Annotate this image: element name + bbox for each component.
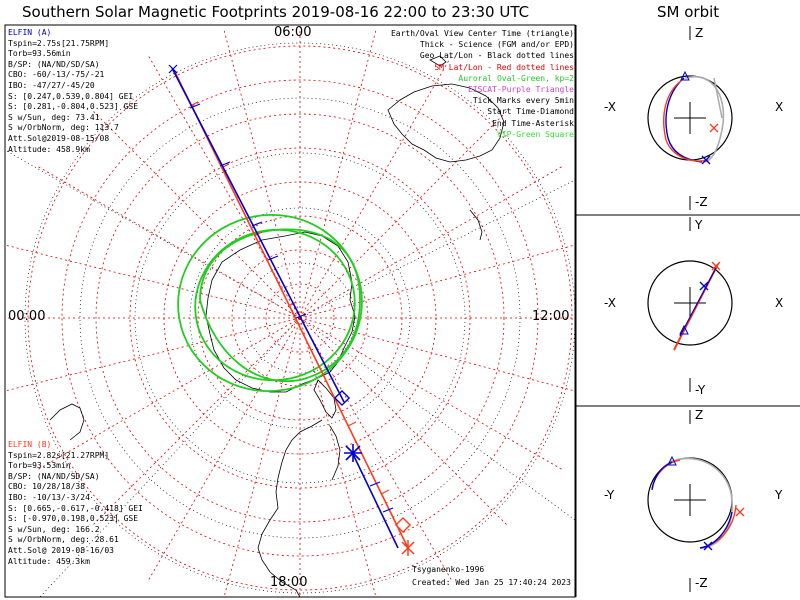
elfin-b-line: S w/Sun, deg: 166.2	[8, 524, 100, 534]
sm-lat-lon-grid	[4, 25, 576, 598]
south-america-coast	[257, 419, 323, 598]
elfin-b-line: Tspin=2.82s[21.27RPM]	[8, 450, 110, 460]
elfin-a-name: ELFIN (A)	[8, 28, 52, 37]
orbit-panel-xy	[647, 217, 733, 392]
island-1	[429, 55, 447, 67]
elfin-a-line: S w/Sun, deg: 73.41	[8, 112, 100, 122]
elfin-b-line: B/SP: (NA/ND/SD/SA)	[8, 471, 100, 481]
auroral-oval	[177, 213, 363, 393]
orbit-1-top-label: Z	[695, 26, 704, 40]
elfin-a-end-asterisk	[344, 444, 362, 462]
footer-created: Created: Wed Jan 25 17:40:24 2023	[412, 578, 571, 587]
elfin-a-line: S w/OrbNorm, deg: 113.7	[8, 123, 119, 133]
new-zealand	[469, 209, 483, 241]
elfin-a-start-asterisk	[168, 64, 178, 74]
auroral-oval-inner	[194, 228, 356, 382]
elfin-b-track	[173, 69, 415, 556]
hour-label-bottom: 18:00	[270, 575, 308, 590]
elfin-a-track	[168, 64, 399, 549]
legend-sm-grid: SM Lat/Lon - Red dotted lines	[434, 62, 574, 72]
elfin-a-line: Altitude: 458.9km	[8, 144, 90, 154]
legend-vip: VIP-Green Square	[496, 129, 574, 139]
elfin-a-line: S: [0.247,0.539,0.804] GEI	[8, 91, 134, 101]
orbit-1-bottom-label: -Z	[695, 195, 708, 209]
orbit-2-bottom-label: -Y	[695, 383, 706, 397]
hour-label-top: 06:00	[274, 25, 312, 40]
elfin-a-line: B/SP: (NA/ND/SD/SA)	[8, 59, 100, 69]
page-title: Southern Solar Magnetic Footprints 2019-…	[22, 3, 530, 21]
orbit-3-left-label: -Y	[604, 488, 615, 502]
elfin-a-start-diamond	[333, 389, 351, 407]
footer-credit: Tsyganenko-1996	[412, 565, 485, 574]
australia-coast	[387, 83, 505, 163]
antarctic-peninsula	[313, 379, 337, 419]
elfin-b-name: ELFIN (B)	[8, 440, 52, 449]
elfin-b-line: Altitude: 459.3km	[8, 556, 90, 566]
auroral-oval-kp-band	[199, 228, 361, 383]
africa-coast	[49, 403, 85, 441]
orbit-panel-yz	[647, 410, 745, 592]
elfin-a-line: S: [0.281,-0.804,0.523] GSE	[8, 102, 139, 112]
elfin-a-line: CBO: -60/-13/-75/-21	[8, 70, 105, 80]
orbit-3-top-label: Z	[695, 408, 704, 422]
legend-tick-marks: Tick Marks every 5min	[472, 96, 574, 106]
elfin-a-info: ELFIN (A) Tspin=2.75s[21.75RPM] Torb=93.…	[8, 28, 138, 155]
legend-geo-grid: Geo Lat/Lon - Black dotted lines	[419, 51, 574, 61]
orbit-a-xy	[679, 267, 717, 337]
orbit-2-left-label: -X	[604, 296, 616, 310]
orbit-3-bottom-label: -Z	[695, 576, 708, 590]
elfin-a-line: IBO: -47/27/-45/20	[8, 80, 95, 90]
orbit-1-right-label: X	[775, 100, 784, 114]
elfin-b-line: Torb=93.53min	[8, 461, 71, 471]
orbit-panel-xz	[647, 26, 733, 210]
elfin-b-line: S: [0.665,-0.617,-0.418] GEI	[8, 503, 143, 513]
orbit-a-xz	[665, 77, 703, 163]
elfin-a-line-2	[351, 451, 399, 549]
elfin-b-line: Att.Sol@ 2019-08-16/03	[8, 545, 114, 555]
legend-science: Thick - Science (FGM and/or EPD)	[419, 40, 574, 50]
orbit-3-right-label: Y	[775, 488, 783, 502]
orbit-a-yz	[651, 461, 733, 549]
orbit-b-yz	[651, 459, 737, 549]
elfin-a-ticks	[189, 103, 394, 513]
elfin-b-line: CBO: 10/28/18/38	[8, 482, 86, 492]
elfin-b-start-diamond	[394, 516, 412, 534]
orbit-1-left-label: -X	[604, 100, 616, 114]
auroral-oval-outer	[177, 213, 363, 393]
legend-auroral-oval: Auroral Oval-Green, kp=2	[458, 73, 574, 83]
hour-label-left: 00:00	[8, 309, 46, 324]
south-america-coast-2	[329, 425, 341, 481]
elfin-a-line: Tspin=2.75s[21.75RPM]	[8, 38, 110, 48]
elfin-b-line: IBO: -10/13/-3/24	[8, 492, 90, 502]
elfin-b-line: S: [-0.970,0.198,0.523] GSE	[8, 514, 139, 524]
orbit-2-right-label: X	[775, 296, 784, 310]
hour-label-right: 12:00	[532, 309, 570, 324]
legend-start-time: Start Time-Diamond	[487, 107, 574, 117]
legend-eiscat: EISCAT-Purple Triangle	[468, 85, 574, 95]
elfin-b-info: ELFIN (B) Tspin=2.82s[21.27RPM] Torb=93.…	[8, 440, 143, 567]
elfin-a-line	[171, 67, 345, 403]
elfin-b-end-asterisk	[401, 540, 415, 556]
elfin-b-line: S w/OrbNorm, deg: 28.61	[8, 535, 119, 545]
orbit-title: SM orbit	[657, 3, 720, 21]
elfin-a-line: Att.Sol@2019-08-15/08	[8, 133, 110, 143]
legend-end-time: End Time-Asterisk	[492, 118, 574, 128]
orbit-2-top-label: Y	[695, 218, 703, 232]
legend: Earth/Oval View Center Time (triangle) T…	[391, 28, 574, 140]
elfin-a-line: Torb=93.56min	[8, 49, 71, 59]
elfin-b-line	[173, 69, 409, 549]
legend-view-center: Earth/Oval View Center Time (triangle)	[390, 29, 574, 38]
orbit-b-xz	[663, 79, 709, 162]
